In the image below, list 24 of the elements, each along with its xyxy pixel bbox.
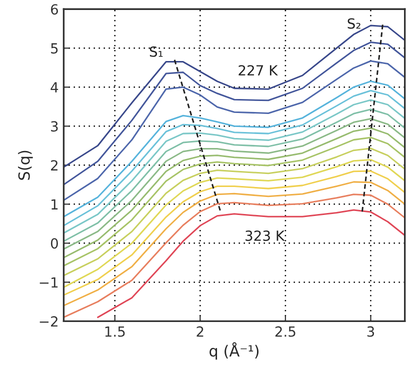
- line-series: [97, 209, 405, 318]
- y-tick-label: 4: [50, 82, 58, 92]
- y-tick-label: −1: [40, 277, 58, 288]
- y-tick-label: 0: [50, 238, 58, 249]
- y-tick-label: 3: [51, 121, 58, 132]
- line-series: [64, 181, 405, 306]
- annotation: 323 K: [246, 230, 285, 241]
- x-tick-label: 1.5: [105, 326, 125, 337]
- x-tick-label: 2: [196, 326, 204, 337]
- y-tick-label: 1: [52, 199, 58, 210]
- x-tick-label: 2.5: [275, 326, 296, 337]
- annotation: S₁: [150, 46, 163, 57]
- y-tick-label: 6: [50, 4, 58, 15]
- annotation: 227 K: [238, 65, 278, 76]
- y-tick-label: 5: [51, 43, 58, 54]
- y-axis-title: S(q): [18, 150, 33, 180]
- line-series: [64, 60, 405, 202]
- y-tick-label: 2: [51, 160, 58, 170]
- annotation: S₂: [348, 18, 360, 29]
- line-series: [64, 194, 405, 318]
- x-tick-label: 3: [367, 326, 374, 337]
- line-series: [64, 42, 405, 186]
- y-tick-label: −2: [40, 316, 58, 326]
- x-axis-title: q (Å⁻¹): [210, 342, 259, 360]
